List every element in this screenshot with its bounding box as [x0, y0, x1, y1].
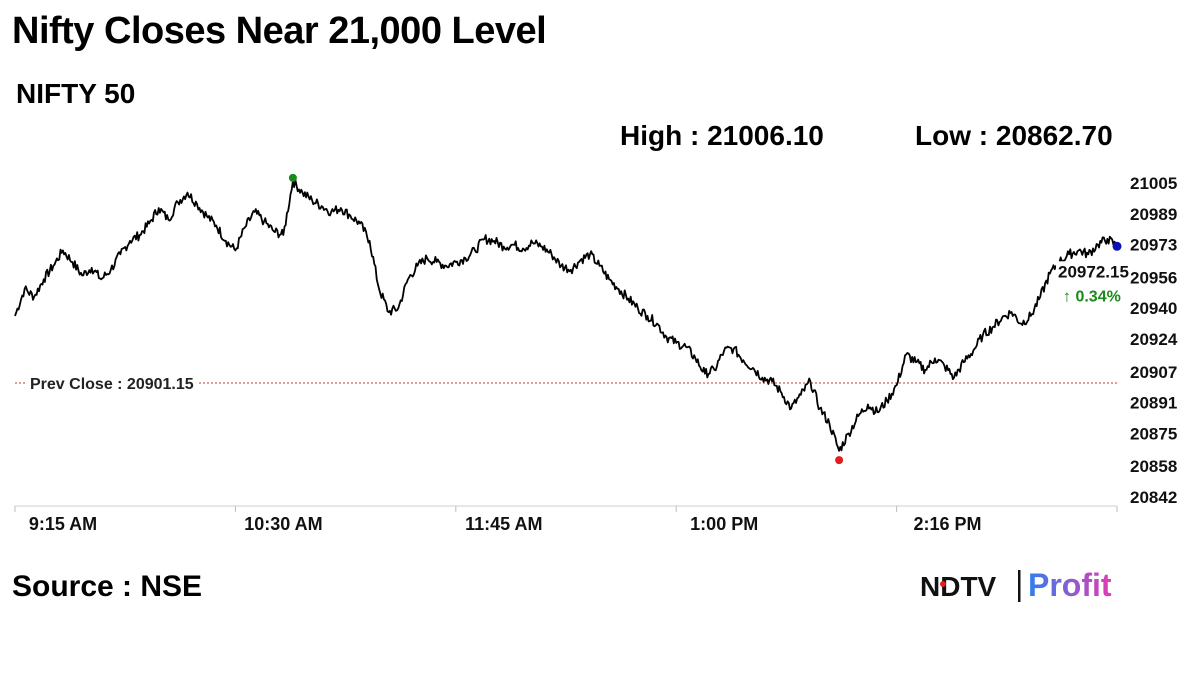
y-tick-label-6: 20907	[1130, 363, 1177, 382]
y-tick-label-4: 20940	[1130, 299, 1177, 318]
prev-close-label: Prev Close : 20901.15	[30, 376, 194, 393]
logo-red-dot	[940, 581, 946, 587]
percent-change-label: ↑ 0.34%	[1063, 288, 1121, 305]
x-tick-label-0: 9:15 AM	[29, 514, 97, 534]
x-tick-label-3: 1:00 PM	[690, 514, 758, 534]
last-price-label-bg	[1056, 261, 1131, 283]
day-high-marker	[288, 173, 297, 182]
logo-ndtv-text: NDTV	[920, 571, 997, 602]
day-high-stat: High : 21006.10	[620, 120, 824, 151]
y-tick-label-9: 20858	[1130, 457, 1177, 476]
y-tick-label-0: 21005	[1130, 174, 1177, 193]
index-name: NIFTY 50	[16, 78, 136, 109]
y-tick-label-3: 20956	[1130, 268, 1177, 287]
prev-close-label-bg	[27, 375, 197, 395]
x-tick-label-2: 11:45 AM	[465, 514, 542, 534]
y-tick-label-1: 20989	[1130, 205, 1177, 224]
intraday-line-chart: 21005 20989 20973 20956 20940 20924 20907 20891…	[14, 173, 1178, 534]
day-low-stat: Low : 20862.70	[915, 120, 1113, 151]
day-low-marker	[835, 456, 844, 465]
x-tick-label-4: 2:16 PM	[914, 514, 982, 534]
y-tick-label-5: 20924	[1130, 330, 1178, 349]
ndtv-profit-logo: NDTV Profit	[920, 567, 1112, 603]
y-tick-label-10: 20842	[1130, 488, 1177, 507]
nifty-price-line	[14, 178, 1118, 452]
chart-title: Nifty Closes Near 21,000 Level	[12, 10, 547, 52]
y-tick-label-7: 20891	[1130, 394, 1177, 413]
last-price-marker	[1112, 241, 1122, 251]
x-axis: 9:15 AM 10:30 AM 11:45 AM 1:00 PM 2:16 PM	[14, 505, 1118, 534]
last-price-label: 20972.15	[1058, 262, 1129, 281]
y-tick-label-2: 20973	[1130, 236, 1177, 255]
logo-profit-text: Profit	[1028, 567, 1112, 603]
y-tick-label-8: 20875	[1130, 424, 1177, 443]
x-tick-label-1: 10:30 AM	[244, 514, 322, 534]
source-note: Source : NSE	[12, 570, 203, 603]
logo-divider	[1018, 570, 1021, 602]
y-axis: 21005 20989 20973 20956 20940 20924 20907 20891…	[1130, 174, 1178, 507]
